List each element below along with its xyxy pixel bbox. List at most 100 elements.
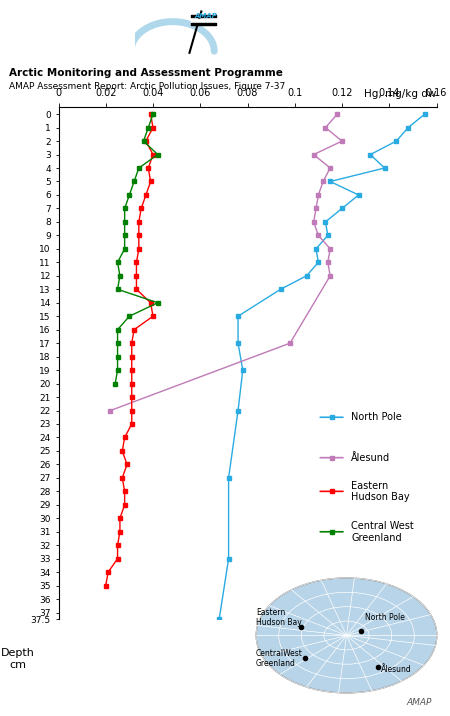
Ålesund (316, 231, 321, 240)
North Pole (323, 218, 328, 226)
Line: Ålesund: Ålesund (108, 112, 344, 413)
Eastern
Hudson Bay (143, 190, 148, 199)
Text: Arctic Monitoring and Assessment Programme: Arctic Monitoring and Assessment Program… (9, 68, 283, 78)
Ålesund (311, 218, 316, 226)
North Pole (304, 271, 309, 280)
North Pole (278, 285, 284, 294)
Eastern
Hudson Bay (148, 299, 153, 307)
Eastern
Hudson Bay (131, 325, 137, 334)
North Pole (240, 366, 246, 374)
Eastern
Hudson Bay (150, 150, 156, 159)
Eastern
Hudson Bay (136, 218, 141, 226)
Central West
Greenland (115, 352, 120, 361)
North Pole (316, 258, 321, 266)
Central West
Greenland (122, 204, 127, 213)
Central West
Greenland (115, 325, 120, 334)
North Pole (226, 554, 231, 563)
Central West
Greenland (117, 271, 122, 280)
Text: AMAP: AMAP (407, 698, 432, 707)
Eastern
Hudson Bay (148, 177, 153, 185)
Text: Ålesund: Ålesund (351, 453, 391, 463)
Ålesund (334, 110, 340, 118)
Eastern
Hudson Bay (122, 500, 127, 509)
North Pole (216, 615, 222, 624)
Eastern
Hudson Bay (134, 271, 139, 280)
Ålesund (316, 190, 321, 199)
Eastern
Hudson Bay (124, 460, 130, 469)
Ålesund (320, 177, 326, 185)
Text: CentralWest
Greenland: CentralWest Greenland (256, 649, 303, 668)
Central West
Greenland (115, 339, 120, 347)
Eastern
Hudson Bay (134, 258, 139, 266)
Ellipse shape (256, 578, 437, 693)
Eastern
Hudson Bay (129, 339, 135, 347)
Line: Eastern
Hudson Bay: Eastern Hudson Bay (104, 112, 155, 588)
Eastern
Hudson Bay (120, 447, 125, 455)
North Pole (313, 245, 319, 253)
Ålesund (325, 258, 330, 266)
Eastern
Hudson Bay (117, 514, 122, 523)
Eastern
Hudson Bay (122, 487, 127, 495)
Text: AMAP Assessment Report: Arctic Pollution Issues, Figure 7-37: AMAP Assessment Report: Arctic Pollution… (9, 82, 285, 92)
Central West
Greenland (122, 231, 127, 240)
Central West
Greenland (145, 123, 151, 132)
Text: Central West
Greenland: Central West Greenland (351, 521, 414, 543)
Eastern
Hudson Bay (115, 541, 120, 550)
Central West
Greenland (115, 285, 120, 294)
Eastern
Hudson Bay (115, 554, 120, 563)
North Pole (226, 473, 231, 482)
Eastern
Hudson Bay (136, 245, 141, 253)
Eastern
Hudson Bay (129, 393, 135, 402)
Eastern
Hudson Bay (129, 366, 135, 374)
North Pole (235, 312, 241, 321)
Eastern
Hudson Bay (105, 568, 111, 576)
Eastern
Hudson Bay (136, 231, 141, 240)
Eastern
Hudson Bay (129, 352, 135, 361)
Eastern
Hudson Bay (150, 123, 156, 132)
North Pole (422, 110, 427, 118)
North Pole (356, 190, 361, 199)
Eastern
Hudson Bay (129, 406, 135, 415)
Text: Ålesund: Ålesund (381, 665, 412, 674)
Central West
Greenland (150, 110, 156, 118)
Ålesund (108, 406, 113, 415)
North Pole (328, 177, 333, 185)
Central West
Greenland (141, 137, 146, 145)
Central West
Greenland (115, 366, 120, 374)
Ålesund (328, 245, 333, 253)
Line: North Pole: North Pole (217, 112, 427, 621)
Ålesund (313, 204, 319, 213)
Central West
Greenland (136, 164, 141, 173)
North Pole (394, 137, 399, 145)
North Pole (339, 204, 345, 213)
Central West
Greenland (131, 177, 137, 185)
Central West
Greenland (122, 218, 127, 226)
North Pole (235, 406, 241, 415)
Text: North Pole: North Pole (351, 412, 402, 422)
North Pole (368, 150, 373, 159)
Eastern
Hudson Bay (129, 420, 135, 428)
Eastern
Hudson Bay (139, 204, 144, 213)
Ålesund (328, 271, 333, 280)
Eastern
Hudson Bay (129, 379, 135, 388)
Central West
Greenland (127, 190, 132, 199)
Text: Hg, mg/kg dw: Hg, mg/kg dw (364, 89, 436, 99)
Text: AMAP: AMAP (194, 13, 217, 19)
Eastern
Hudson Bay (117, 528, 122, 536)
Eastern
Hudson Bay (103, 581, 108, 590)
Ålesund (323, 123, 328, 132)
Central West
Greenland (155, 299, 161, 307)
Eastern
Hudson Bay (134, 285, 139, 294)
North Pole (405, 123, 411, 132)
Eastern
Hudson Bay (150, 312, 156, 321)
Eastern
Hudson Bay (148, 110, 153, 118)
Eastern
Hudson Bay (145, 164, 151, 173)
Ålesund (311, 150, 316, 159)
Eastern
Hudson Bay (143, 137, 148, 145)
Text: Depth
cm: Depth cm (1, 648, 35, 669)
North Pole (382, 164, 387, 173)
Ålesund (287, 339, 292, 347)
Central West
Greenland (127, 312, 132, 321)
North Pole (235, 339, 241, 347)
Eastern
Hudson Bay (122, 433, 127, 442)
